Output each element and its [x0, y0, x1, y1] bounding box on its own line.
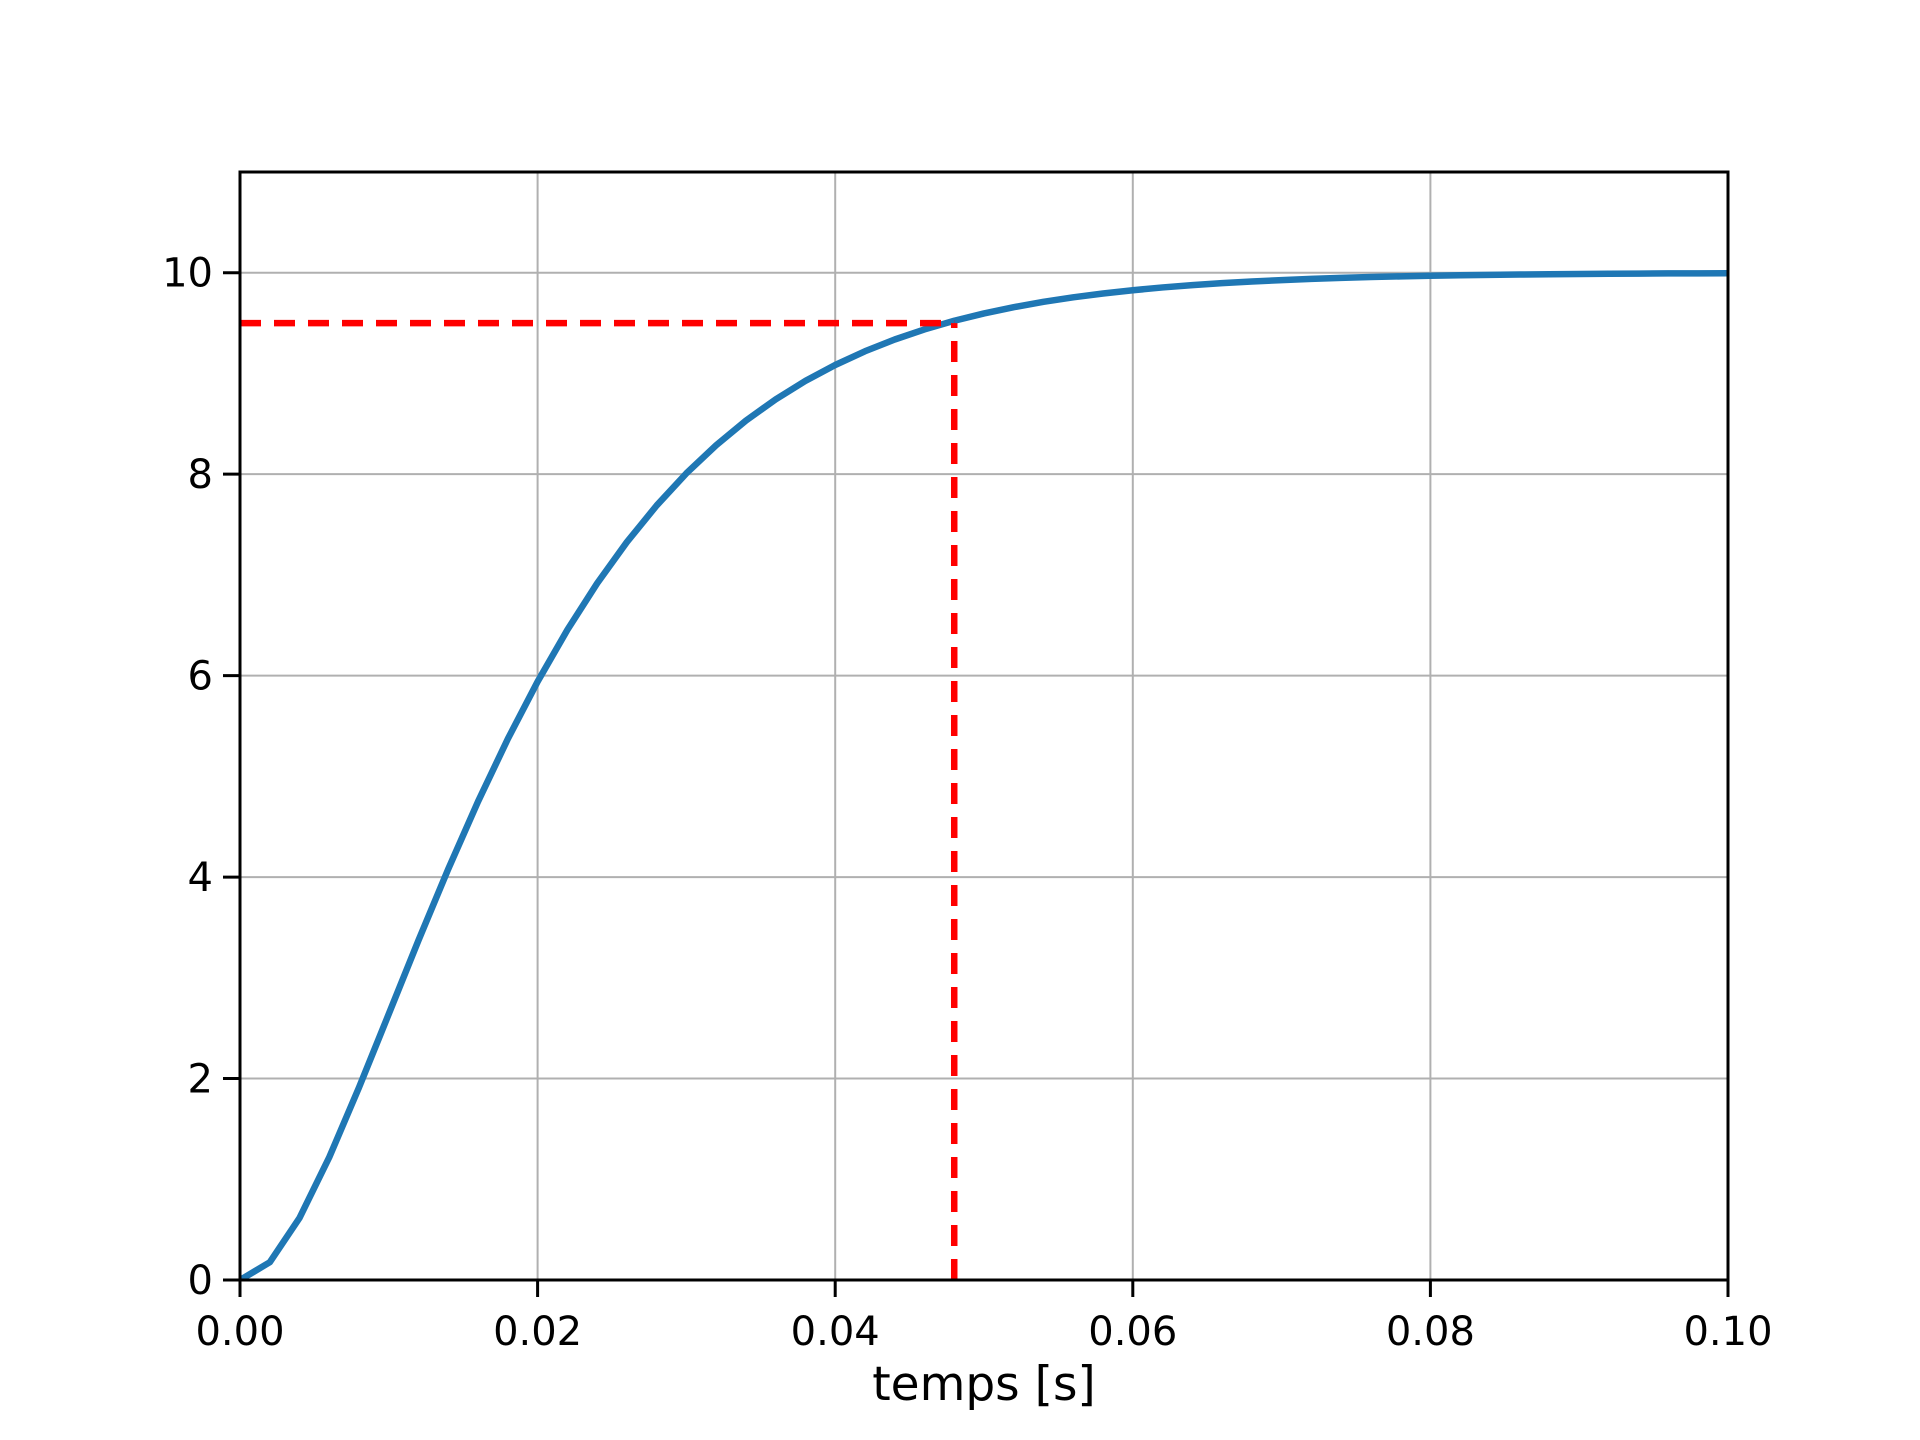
annotation-lines — [240, 319, 958, 1280]
x-axis-ticks — [238, 1280, 1730, 1297]
data-series — [240, 269, 1728, 1280]
axes-spines — [238, 170, 1730, 1282]
axes-background — [240, 172, 1728, 1280]
x-tick-label: 0.10 — [1683, 1309, 1772, 1355]
y-tick-label: 6 — [188, 654, 213, 700]
y-tick-label: 10 — [162, 251, 213, 297]
x-axis-tick-labels: 0.00 0.02 0.04 0.06 0.08 0.10 — [195, 1309, 1772, 1355]
y-axis-tick-labels: 0 2 4 6 8 10 — [162, 251, 213, 1304]
x-tick-label: 0.00 — [195, 1309, 284, 1355]
curve-step-response — [240, 269, 1728, 1280]
gridlines — [239, 172, 1729, 1281]
y-tick-label: 4 — [188, 855, 213, 901]
x-tick-label: 0.04 — [791, 1309, 880, 1355]
y-tick-label: 2 — [188, 1057, 213, 1103]
y-tick-label: 0 — [188, 1258, 213, 1304]
x-tick-label: 0.02 — [493, 1309, 582, 1355]
x-axis-label: temps [s] — [872, 1357, 1096, 1412]
x-tick-label: 0.08 — [1386, 1309, 1475, 1355]
x-tick-label: 0.06 — [1088, 1309, 1177, 1355]
y-axis-ticks — [223, 271, 240, 1282]
y-tick-label: 8 — [188, 452, 213, 498]
